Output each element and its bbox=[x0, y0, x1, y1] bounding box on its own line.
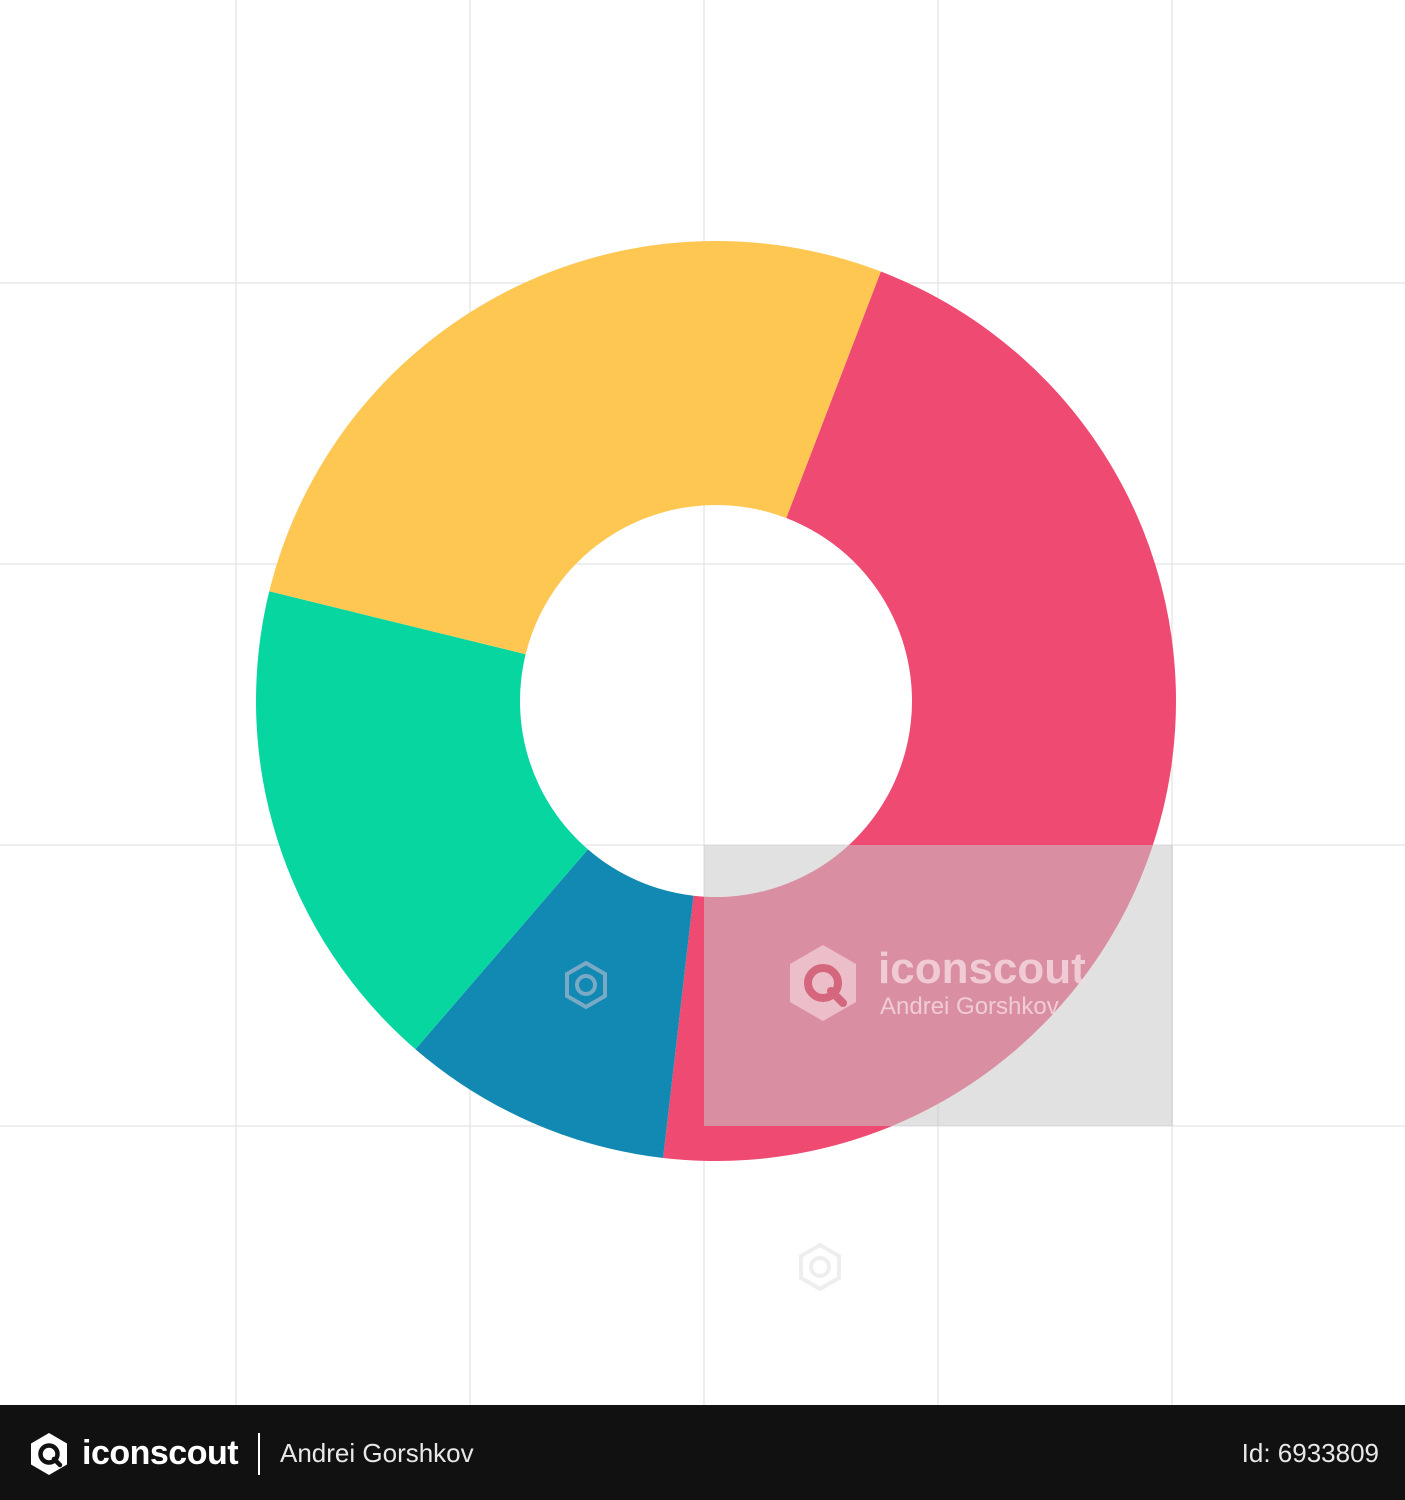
donut-slice-3 bbox=[256, 591, 588, 1050]
iconscout-logo-icon bbox=[790, 945, 856, 1021]
footer-asset-id: Id: 6933809 bbox=[1241, 1438, 1379, 1468]
watermark: iconscout Andrei Gorshkov bbox=[565, 845, 1173, 1292]
iconscout-logo-icon bbox=[31, 1433, 67, 1475]
footer-author: Andrei Gorshkov bbox=[280, 1438, 474, 1468]
watermark-box bbox=[704, 845, 1173, 1126]
watermark-small-logo-icon bbox=[799, 1242, 841, 1292]
background-grid bbox=[0, 0, 1405, 1405]
footer-bar: iconscout Andrei Gorshkov Id: 6933809 bbox=[0, 1405, 1405, 1500]
watermark-small-logo-icon bbox=[565, 960, 607, 1010]
footer-brand: iconscout bbox=[82, 1434, 239, 1472]
donut-slice-2 bbox=[415, 849, 694, 1158]
watermark-brand: iconscout bbox=[878, 944, 1086, 993]
donut-slice-4 bbox=[269, 241, 881, 655]
watermark-author: Andrei Gorshkov bbox=[880, 993, 1059, 1020]
footer-divider bbox=[258, 1433, 260, 1475]
chart-canvas: iconscout Andrei Gorshkov bbox=[0, 0, 1405, 1405]
